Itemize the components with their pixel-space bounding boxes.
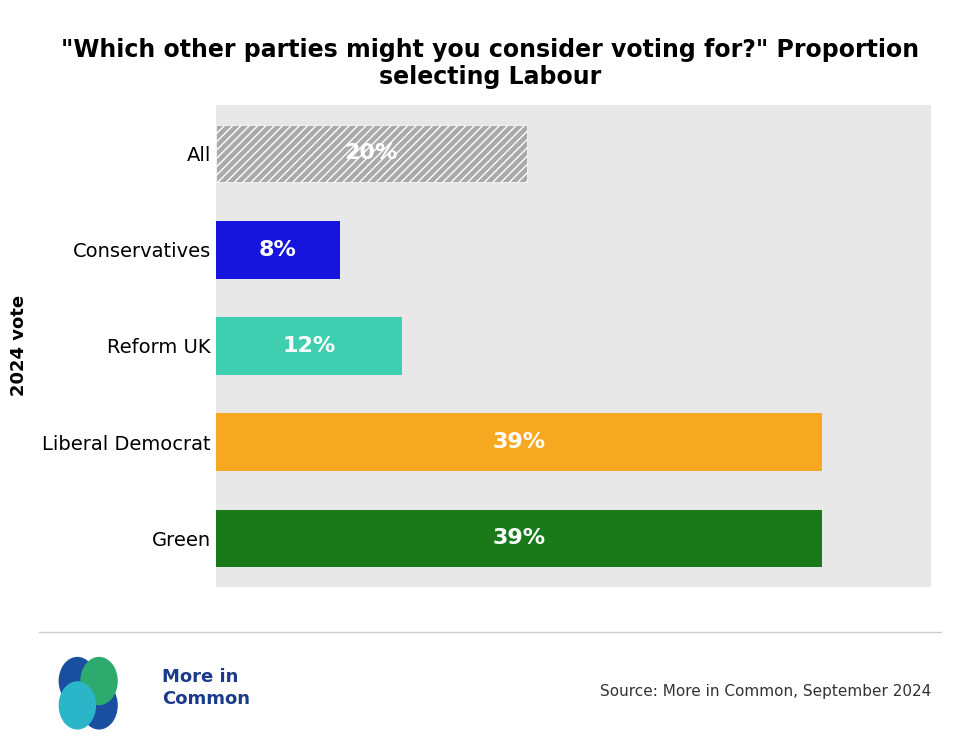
Y-axis label: 2024 vote: 2024 vote xyxy=(10,296,28,396)
Ellipse shape xyxy=(81,657,117,705)
Ellipse shape xyxy=(81,682,117,729)
Text: 12%: 12% xyxy=(282,336,335,356)
Bar xyxy=(216,221,340,278)
Text: More in
Common: More in Common xyxy=(162,668,250,708)
Text: "Which other parties might you consider voting for?" Proportion
selecting Labour: "Which other parties might you consider … xyxy=(61,38,919,89)
Bar xyxy=(216,125,526,182)
Text: 20%: 20% xyxy=(344,144,398,163)
Bar xyxy=(216,510,822,567)
Ellipse shape xyxy=(60,657,95,705)
Ellipse shape xyxy=(60,682,95,729)
Text: 8%: 8% xyxy=(259,240,297,259)
Text: 39%: 39% xyxy=(492,432,546,452)
Bar xyxy=(216,317,402,374)
Text: 39%: 39% xyxy=(492,529,546,548)
Bar xyxy=(216,414,822,471)
Text: Source: More in Common, September 2024: Source: More in Common, September 2024 xyxy=(600,684,931,699)
